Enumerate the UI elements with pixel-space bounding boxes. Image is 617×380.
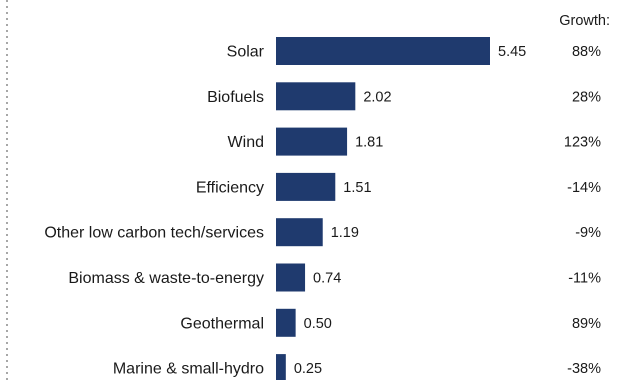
growth-label-other-low-carbon-tech-services: -9% — [575, 225, 601, 241]
value-label-other-low-carbon-tech-services: 1.19 — [331, 225, 359, 241]
category-label-biofuels: Biofuels — [207, 89, 264, 106]
growth-label-wind: 123% — [564, 135, 601, 151]
value-label-wind: 1.81 — [355, 135, 383, 151]
bar-efficiency — [276, 172, 336, 201]
value-label-marine-and-small-hydro: 0.25 — [294, 361, 322, 377]
growth-label-biomass-and-waste-to-energy: -11% — [568, 271, 601, 287]
bar-biomass-and-waste-to-energy — [276, 263, 306, 292]
category-label-efficiency: Efficiency — [196, 179, 264, 196]
growth-label-marine-and-small-hydro: -38% — [567, 361, 601, 377]
bar-geothermal — [276, 308, 296, 337]
growth-label-biofuels: 28% — [572, 89, 601, 105]
value-label-efficiency: 1.51 — [343, 180, 371, 196]
category-label-wind: Wind — [228, 134, 264, 151]
value-label-biomass-and-waste-to-energy: 0.74 — [313, 271, 341, 287]
growth-label-solar: 88% — [572, 44, 601, 60]
category-label-biomass-and-waste-to-energy: Biomass & waste-to-energy — [68, 270, 264, 287]
category-label-geothermal: Geothermal — [180, 315, 264, 332]
growth-label-geothermal: 89% — [572, 316, 601, 332]
growth-label-efficiency: -14% — [567, 180, 601, 196]
category-label-other-low-carbon-tech-services: Other low carbon tech/services — [44, 225, 264, 242]
bar-other-low-carbon-tech-services — [276, 218, 323, 247]
growth-header: Growth: — [559, 13, 610, 29]
bar-wind — [276, 127, 348, 156]
value-label-biofuels: 2.02 — [363, 89, 391, 105]
category-label-solar: Solar — [227, 44, 265, 61]
category-label-marine-and-small-hydro: Marine & small-hydro — [113, 361, 264, 378]
bar-biofuels — [276, 82, 356, 111]
bar-marine-and-small-hydro — [276, 354, 286, 380]
value-label-solar: 5.45 — [498, 44, 526, 60]
value-label-geothermal: 0.50 — [304, 316, 332, 332]
bar-solar — [276, 37, 490, 65]
